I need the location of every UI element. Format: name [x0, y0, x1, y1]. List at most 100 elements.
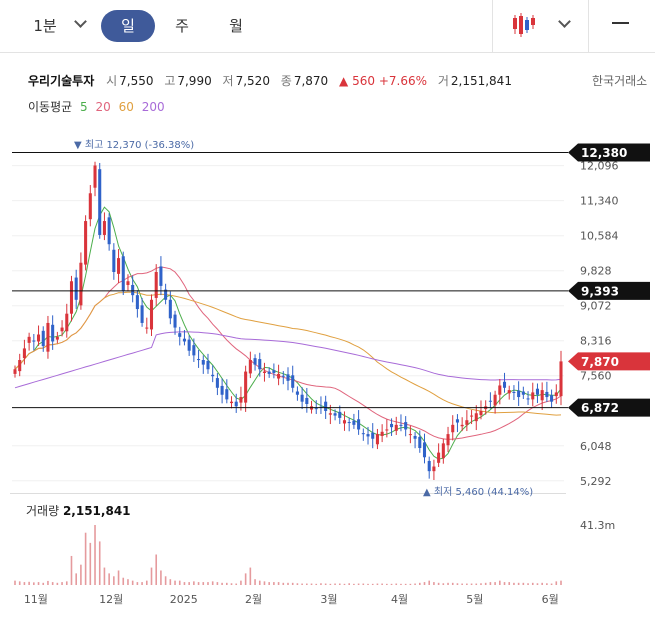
candle-body: [385, 429, 389, 431]
volume-bar: [447, 582, 449, 585]
candle: [112, 243, 116, 280]
volume-bar: [461, 583, 463, 585]
volume-bar: [409, 583, 412, 585]
volume-bar: [513, 582, 515, 585]
candle: [88, 185, 92, 227]
candle: [173, 310, 177, 335]
minus-icon[interactable]: [612, 22, 629, 24]
candle-body: [413, 435, 417, 439]
volume-bar: [80, 564, 82, 585]
candle: [149, 294, 154, 336]
candle: [107, 213, 111, 251]
tab-week[interactable]: 주: [175, 17, 189, 35]
candle-body: [465, 420, 469, 425]
volume-bar: [122, 577, 125, 585]
volume-bar: [65, 581, 68, 585]
candle: [517, 381, 521, 406]
candle: [371, 423, 375, 449]
candle-body: [102, 221, 106, 235]
x-axis-label: 3월: [320, 593, 337, 606]
candle-body: [455, 419, 459, 423]
candle: [540, 382, 544, 410]
volume-bar: [14, 580, 16, 585]
candle: [79, 252, 83, 310]
volume-bar: [42, 582, 45, 585]
candle: [178, 326, 182, 346]
open-value: 7,550: [119, 74, 154, 88]
candle-body: [46, 322, 50, 352]
candle-body: [272, 370, 276, 373]
candle-body: [149, 299, 154, 330]
candle: [239, 386, 243, 411]
price-line-tag: [568, 281, 650, 300]
candle-body: [498, 385, 502, 395]
volume-bar: [320, 583, 322, 585]
volume-bar: [160, 570, 162, 585]
candle-body: [220, 385, 224, 395]
candle: [192, 338, 196, 362]
candle: [437, 443, 441, 467]
moving-average-line-200: [14, 331, 562, 389]
ma-60: 60: [118, 100, 134, 114]
candle: [291, 365, 295, 393]
candle: [27, 332, 31, 351]
volume-bar: [18, 581, 21, 585]
volume-bar: [550, 583, 553, 585]
volume-bar: [84, 532, 87, 585]
volume-bar: [150, 567, 153, 585]
candle: [22, 339, 26, 365]
candle-body: [507, 390, 511, 394]
candle: [135, 290, 139, 318]
ma-200: 200: [141, 100, 165, 114]
candle: [295, 386, 299, 401]
volume-bar: [390, 583, 393, 585]
volume-bar: [527, 583, 529, 585]
candle-body: [375, 434, 379, 445]
candlestick-icon[interactable]: [512, 12, 538, 38]
candle-body: [258, 359, 262, 370]
tab-month[interactable]: 월: [229, 17, 243, 35]
candle-body: [451, 424, 455, 433]
volume-bar: [456, 583, 459, 585]
candle-body: [502, 381, 507, 388]
candle-body: [253, 358, 257, 365]
x-axis-label: 2025: [170, 593, 198, 606]
candle: [187, 335, 191, 356]
candle-body: [168, 299, 172, 319]
candle-body: [286, 374, 290, 381]
candle: [545, 381, 549, 403]
volume-bar: [263, 581, 266, 585]
moving-average-legend[interactable]: 이동평균 5 20 60 200: [28, 98, 169, 115]
candle-body: [112, 249, 116, 272]
volume-bar: [211, 581, 214, 585]
candle-body: [60, 327, 64, 332]
volume-bar: [277, 582, 280, 585]
volume-bar: [37, 582, 40, 585]
candle: [408, 425, 412, 444]
candle-body: [178, 333, 182, 337]
interval-label[interactable]: 1분: [33, 17, 57, 35]
candle: [98, 162, 102, 239]
candle: [41, 326, 45, 352]
candle: [300, 387, 304, 410]
volume-bar: [113, 576, 115, 585]
candle-body: [441, 443, 445, 459]
price-line-tag: [568, 398, 650, 417]
volume-bar: [489, 582, 492, 585]
candle: [512, 385, 516, 401]
candle-body: [550, 395, 554, 402]
candle: [197, 349, 201, 368]
candle-body: [84, 221, 88, 265]
current-price-tag: [568, 352, 650, 371]
tab-day[interactable]: 일: [101, 10, 155, 42]
open-label: 시: [106, 74, 118, 88]
candle: [521, 386, 525, 399]
candle-body: [427, 460, 431, 472]
x-axis-label: 6월: [542, 593, 559, 606]
interval-selector[interactable]: 1분: [28, 10, 62, 42]
volume-bar: [94, 525, 96, 585]
volume-bar: [395, 583, 398, 585]
volume-value: 2,151,841: [450, 74, 512, 88]
price-line-label: 12,380: [581, 146, 627, 160]
